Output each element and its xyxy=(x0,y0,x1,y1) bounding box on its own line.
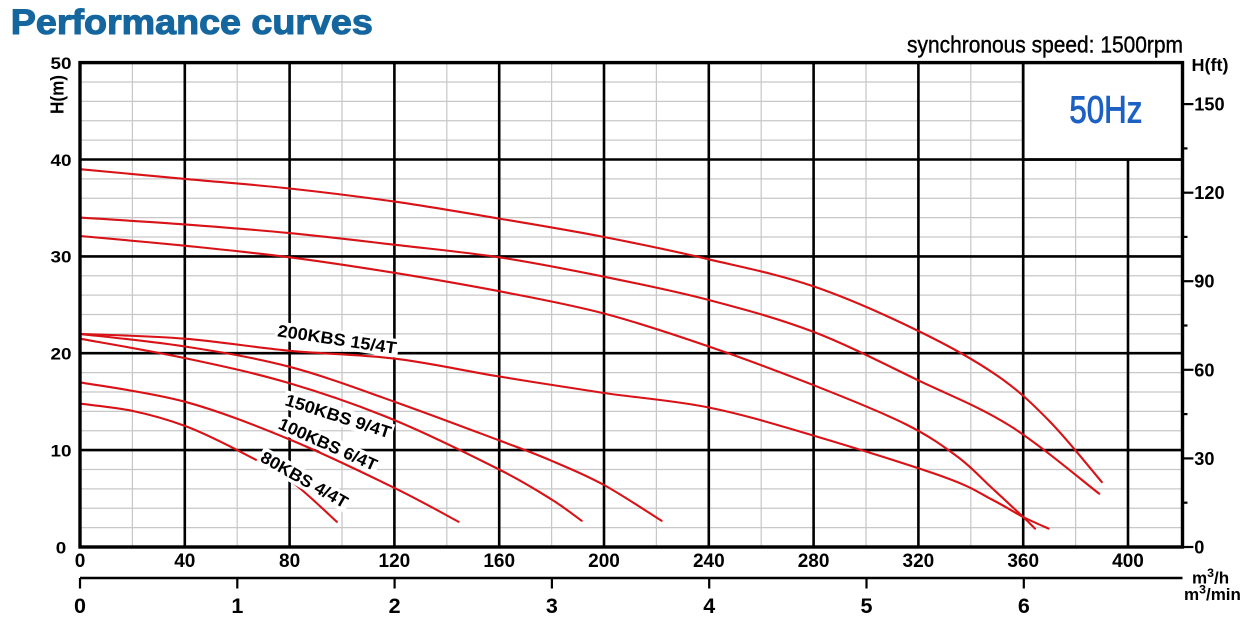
svg-text:0: 0 xyxy=(1194,538,1204,558)
svg-text:1: 1 xyxy=(231,594,243,618)
svg-text:30: 30 xyxy=(51,248,72,267)
svg-text:H(m): H(m) xyxy=(48,75,68,114)
svg-text:m3/h: m3/h xyxy=(1192,566,1229,588)
svg-text:360: 360 xyxy=(1007,551,1039,572)
svg-text:m3/min: m3/min xyxy=(1184,583,1241,605)
svg-text:0: 0 xyxy=(74,594,86,618)
svg-text:150: 150 xyxy=(1194,95,1224,115)
svg-text:50: 50 xyxy=(51,54,72,73)
svg-text:200: 200 xyxy=(588,551,620,572)
svg-text:80: 80 xyxy=(279,551,300,572)
svg-text:90: 90 xyxy=(1194,272,1214,292)
svg-text:320: 320 xyxy=(903,551,935,572)
svg-text:240: 240 xyxy=(693,551,725,572)
svg-text:400: 400 xyxy=(1112,551,1144,572)
svg-text:6: 6 xyxy=(1018,594,1030,618)
svg-text:40: 40 xyxy=(51,151,72,170)
svg-text:20: 20 xyxy=(51,345,72,364)
svg-text:160: 160 xyxy=(483,551,515,572)
svg-text:280: 280 xyxy=(798,551,830,572)
svg-text:30: 30 xyxy=(1194,449,1214,469)
svg-text:2: 2 xyxy=(389,594,401,618)
svg-text:40: 40 xyxy=(174,551,195,572)
svg-text:50Hz: 50Hz xyxy=(1069,90,1142,132)
svg-text:0: 0 xyxy=(75,551,86,572)
svg-text:0: 0 xyxy=(56,538,67,557)
svg-text:10: 10 xyxy=(51,441,72,460)
svg-text:H(ft): H(ft) xyxy=(1192,55,1229,75)
svg-text:120: 120 xyxy=(1194,183,1224,203)
svg-text:synchronous speed: 1500rpm: synchronous speed: 1500rpm xyxy=(907,32,1183,58)
svg-text:4: 4 xyxy=(703,594,715,618)
svg-text:60: 60 xyxy=(1194,360,1214,380)
svg-text:5: 5 xyxy=(861,594,873,618)
svg-text:3: 3 xyxy=(546,594,558,618)
svg-text:120: 120 xyxy=(379,551,411,572)
svg-text:Performance curves: Performance curves xyxy=(11,3,373,42)
